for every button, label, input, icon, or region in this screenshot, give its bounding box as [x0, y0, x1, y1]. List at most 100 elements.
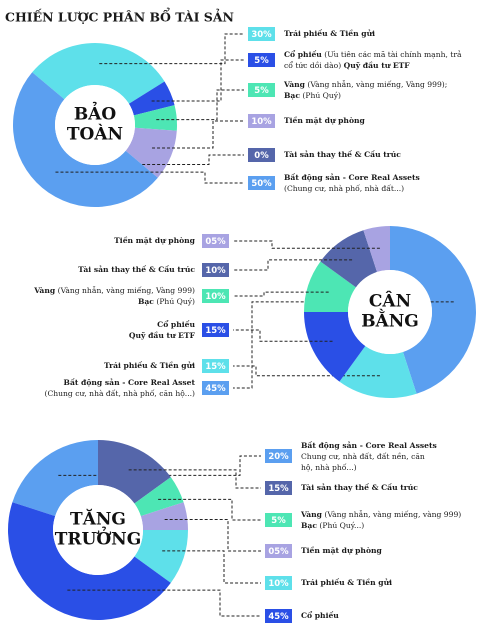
value-label: 15%: [205, 326, 226, 336]
label-part: (Chung cư, nhà phố, nhà đất...): [284, 184, 404, 193]
legend-swatch: [265, 576, 292, 590]
label-part: Vàng: [300, 510, 323, 519]
legend-swatch: [248, 27, 275, 41]
value-label: 45%: [205, 384, 226, 394]
legend-swatch: [265, 513, 292, 527]
legend-label: Bất động sản - Core Real Assets: [284, 173, 420, 182]
donut-hole: [348, 270, 432, 354]
value-label: 5%: [254, 56, 269, 66]
center-label: BẰNG: [361, 309, 419, 332]
label-part: Tài sản thay thế & Cấu trúc: [301, 483, 418, 492]
legend-swatch: [265, 544, 292, 558]
label-part: (Phú Quý): [300, 91, 341, 100]
label-part: Trái phiếu & Tiền gửi: [104, 361, 195, 370]
label-part: (Phú Quý): [154, 297, 195, 306]
connector: [158, 498, 261, 521]
center-label: CÂN: [369, 291, 411, 312]
label-part: Quỹ đầu tư ETF: [344, 61, 411, 70]
donut-slice: [140, 502, 188, 530]
legend-label: Bất động sản - Core Real Asset: [64, 378, 196, 387]
donut-slice: [320, 230, 378, 288]
connector: [99, 33, 244, 65]
legend-label: Cổ phiếu: [301, 611, 339, 620]
legend-label: Bất động sản - Core Real Assets: [301, 441, 437, 450]
center-label: BẢO: [74, 102, 117, 125]
donut-slice: [390, 226, 476, 394]
center-label: TĂNG: [70, 509, 126, 530]
connector: [162, 550, 261, 584]
connector: [151, 59, 244, 102]
legend-label: Vàng (Vàng nhẫn, vàng miếng, Vàng 999);: [283, 80, 447, 89]
donut-slice: [304, 261, 357, 312]
label-part: Tiền mặt dự phòng: [301, 546, 383, 555]
legend-swatch: [248, 114, 275, 128]
legend-label: Trái phiếu & Tiền gửi: [104, 361, 195, 370]
legend-label: Cổ phiếu (Ưu tiên các mã tài chính mạnh,…: [284, 50, 462, 59]
legend-label: Cổ phiếu: [157, 320, 195, 329]
connector: [128, 469, 261, 489]
center-label: TOÀN: [67, 124, 123, 145]
connector: [233, 329, 333, 342]
legend-swatch: [265, 609, 292, 623]
legend-swatch: [202, 289, 229, 303]
legend-label: Chung cư, nhà đất, đất nền, căn: [301, 452, 425, 461]
connector: [67, 589, 261, 617]
donut-slice: [128, 81, 175, 116]
label-part: cổ tức dồi dào): [284, 61, 344, 70]
legend-label: Tài sản thay thế & Cấu trúc: [284, 150, 401, 159]
label-part: Tài sản thay thế & Cấu trúc: [78, 265, 195, 274]
legend-swatch: [202, 359, 229, 373]
connector: [233, 259, 353, 271]
value-label: 30%: [251, 30, 272, 40]
donut-slice: [125, 127, 177, 178]
label-part: (Vàng nhẫn, vàng miếng, Vàng 999);: [305, 80, 447, 89]
label-part: Tiền mặt dự phòng: [284, 116, 366, 125]
donut-slice: [134, 530, 188, 583]
legend-label: Bạc (Phú Quý): [284, 91, 341, 100]
connector: [233, 365, 380, 377]
donut-slice: [12, 72, 158, 207]
donut-slice: [98, 440, 171, 504]
donut-slice: [363, 226, 390, 273]
label-part: (Chung cư, nhà đất, nhà phố, căn hộ...): [44, 389, 195, 398]
legend-label: Tiền mặt dự phòng: [301, 546, 383, 555]
legend-swatch: [202, 381, 229, 395]
legend-swatch: [248, 53, 275, 67]
center-label: TRƯỞNG: [55, 527, 141, 550]
label-part: Bất động sản - Core Real Assets: [284, 173, 420, 182]
value-label: 15%: [205, 362, 226, 372]
label-part: Bạc: [301, 521, 317, 530]
donut-slice: [339, 345, 417, 398]
donut-hole: [53, 485, 143, 575]
value-label: 15%: [268, 484, 289, 494]
label-part: Chung cư, nhà đất, đất nền, căn: [301, 452, 425, 461]
legend-swatch: [202, 234, 229, 248]
legend-label: Trái phiếu & Tiền gửi: [301, 578, 392, 587]
legend-label: Tiền mặt dự phòng: [284, 116, 366, 125]
value-label: 50%: [251, 179, 272, 189]
legend-swatch: [202, 263, 229, 277]
label-part: Bạc: [138, 297, 154, 306]
value-label: 10%: [205, 266, 226, 276]
label-part: Vàng: [283, 80, 306, 89]
label-part: Trái phiếu & Tiền gửi: [284, 29, 375, 38]
value-label: 10%: [268, 579, 289, 589]
legend-label: Tiền mặt dự phòng: [114, 236, 196, 245]
value-label: 5%: [271, 516, 286, 526]
donut-slice: [12, 440, 98, 517]
legend-label: cổ tức dồi dào) Quỹ đầu tư ETF: [284, 61, 410, 70]
donut-slice: [134, 477, 184, 517]
label-part: Cổ phiếu: [301, 611, 339, 620]
legend-swatch: [248, 176, 275, 190]
connector: [152, 120, 244, 149]
legend-label: Bạc (Phú Quý...): [301, 521, 364, 530]
donut-slice: [133, 105, 177, 131]
label-part: (Vàng nhẫn, vàng miếng, vàng 999): [322, 510, 461, 519]
label-part: Tài sản thay thế & Cấu trúc: [284, 150, 401, 159]
label-part: Cổ phiếu: [157, 320, 195, 329]
label-part: Vàng: [33, 286, 56, 295]
legend-label: Quỹ đầu tư ETF: [129, 331, 196, 340]
donut-slice: [304, 312, 366, 382]
legend-label: (Chung cư, nhà phố, nhà đất...): [284, 184, 404, 193]
